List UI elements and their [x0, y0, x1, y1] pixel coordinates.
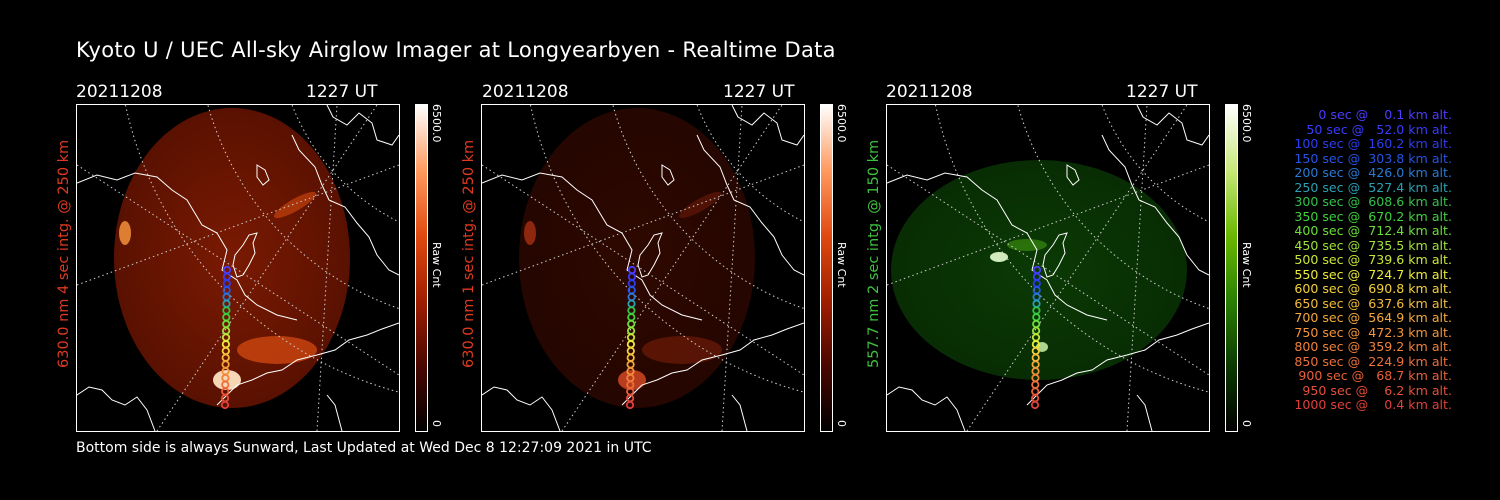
footer-note: Bottom side is always Sunward, Last Upda… [76, 440, 652, 456]
legend-item: 900 sec @ 68.7 km alt. [1294, 368, 1452, 383]
legend-item: 50 sec @ 52.0 km alt. [1298, 121, 1452, 137]
panel2-time: 1227 UT [723, 82, 795, 102]
legend-item: 600 sec @ 690.8 km alt. [1290, 281, 1452, 296]
legend-item: 0 sec @ 0.1 km alt. [1306, 107, 1452, 122]
legend-item: 350 sec @ 670.2 km alt. [1290, 208, 1452, 224]
legend-item: 400 sec @ 712.4 km alt. [1290, 223, 1452, 238]
legend-item: 800 sec @ 359.2 km alt. [1290, 339, 1452, 354]
legend-item: 650 sec @ 637.6 km alt. [1290, 295, 1452, 311]
panel1-map [77, 105, 399, 431]
panel1-colorbar [415, 104, 428, 432]
legend-item: 450 sec @ 735.5 km alt. [1290, 237, 1452, 253]
panel3-colorbar [1225, 104, 1238, 432]
panel3-allsky-image [886, 104, 1210, 432]
legend-item: 1000 sec @ 0.4 km alt. [1294, 397, 1452, 412]
panel2-allsky-image [481, 104, 805, 432]
legend-item: 950 sec @ 6.2 km alt. [1298, 382, 1452, 398]
legend-item: 250 sec @ 527.4 km alt. [1290, 179, 1452, 195]
legend-item: 200 sec @ 426.0 km alt. [1290, 165, 1452, 180]
panel1-time: 1227 UT [306, 82, 378, 102]
panel2-date: 20211208 [482, 82, 569, 102]
legend-item: 300 sec @ 608.6 km alt. [1290, 194, 1452, 209]
panel3-cbar-max: 6500.0 [1240, 104, 1253, 143]
legend-item: 150 sec @ 303.8 km alt. [1290, 150, 1452, 166]
panel2-colorbar [820, 104, 833, 432]
panel1-ylabel: 630.0 nm 4 sec intg. @ 250 km [56, 139, 72, 368]
legend-item: 550 sec @ 724.7 km alt. [1290, 266, 1452, 282]
panel3-cbar-label: Raw Cnt [1240, 242, 1253, 288]
panel2-cbar-min: 0 [835, 420, 848, 427]
panel3-cbar-min: 0 [1240, 420, 1253, 427]
panel2-cbar-label: Raw Cnt [835, 242, 848, 288]
panel1-cbar-label: Raw Cnt [430, 242, 443, 288]
panel2-cbar-max: 6500.0 [835, 104, 848, 143]
legend-item: 750 sec @ 472.3 km alt. [1290, 324, 1452, 340]
panel3-ylabel: 557.7 nm 2 sec intg. @ 150 km [866, 139, 882, 368]
panel2-map [482, 105, 804, 431]
page-title: Kyoto U / UEC All-sky Airglow Imager at … [76, 38, 836, 62]
legend-item: 850 sec @ 224.9 km alt. [1290, 353, 1452, 369]
panel1-date: 20211208 [76, 82, 163, 102]
legend-item: 700 sec @ 564.9 km alt. [1290, 310, 1452, 325]
panel3-map [887, 105, 1209, 431]
panel1-cbar-min: 0 [430, 420, 443, 427]
panel3-date: 20211208 [886, 82, 973, 102]
legend-item: 500 sec @ 739.6 km alt. [1290, 252, 1452, 267]
panel1-allsky-image [76, 104, 400, 432]
legend-item: 100 sec @ 160.2 km alt. [1290, 136, 1452, 151]
panel1-cbar-max: 6500.0 [430, 104, 443, 143]
trajectory-legend: 0 sec @ 0.1 km alt. 50 sec @ 52.0 km alt… [1262, 107, 1452, 413]
panel2-ylabel: 630.0 nm 1 sec intg. @ 250 km [461, 139, 477, 368]
panel3-time: 1227 UT [1126, 82, 1198, 102]
